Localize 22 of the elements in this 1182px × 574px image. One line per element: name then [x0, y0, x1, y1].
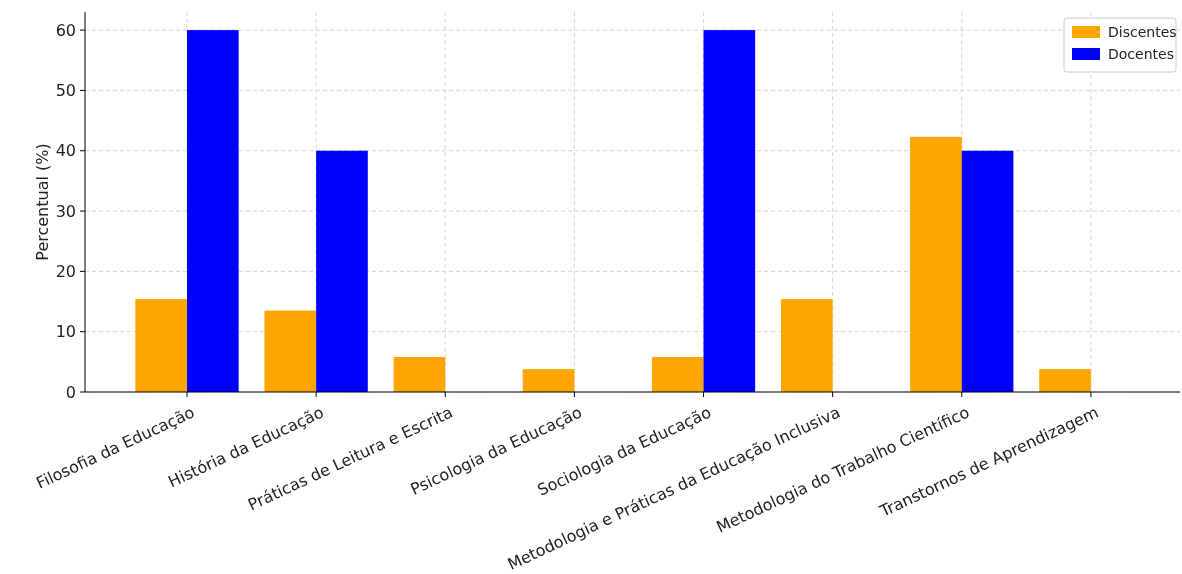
y-tick-label: 0: [65, 382, 76, 402]
bar: [316, 150, 368, 392]
y-tick-label: 50: [55, 81, 76, 101]
bar: [651, 357, 704, 392]
bar: [393, 357, 446, 392]
y-tick-label: 60: [55, 20, 76, 40]
y-tick-label: 40: [55, 141, 76, 161]
bar: [187, 30, 239, 392]
bar: [135, 299, 188, 392]
bar: [264, 310, 317, 392]
y-tick-label: 30: [55, 201, 76, 221]
legend-label: Docentes: [1108, 45, 1174, 62]
y-tick-label: 20: [55, 261, 76, 281]
bar: [781, 299, 833, 392]
legend-label: Discentes: [1108, 23, 1177, 40]
y-axis-title: Percentual (%): [33, 143, 52, 261]
bar: [1039, 369, 1091, 392]
bar: [910, 136, 962, 392]
bar: [961, 150, 1014, 392]
y-tick-label: 10: [55, 322, 76, 342]
bar: [522, 369, 575, 392]
bar: [703, 30, 756, 392]
